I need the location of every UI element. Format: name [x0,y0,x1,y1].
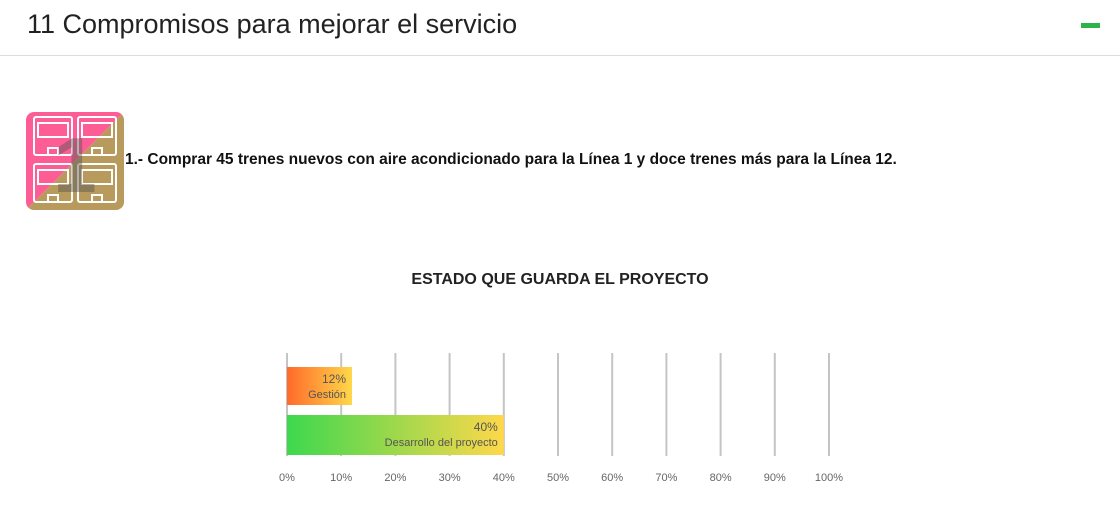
bar-value-label: 12% [322,372,346,386]
bar-desarrollo-del-proyecto [287,415,504,455]
chart-title: ESTADO QUE GUARDA EL PROYECTO [411,271,709,288]
x-tick-label: 60% [601,472,623,484]
bar-category-label: Gestión [308,389,346,401]
commitment-text: 1.- Comprar 45 trenes nuevos con aire ac… [125,151,897,168]
minus-icon[interactable] [1081,23,1100,28]
x-tick-label: 100% [815,472,843,484]
x-tick-label: 20% [384,472,406,484]
x-tick-label: 50% [547,472,569,484]
section-title: 11 Compromisos para mejorar el servicio [27,9,518,39]
x-tick-label: 0% [279,472,295,484]
bar-value-label: 40% [474,420,498,434]
x-tick-label: 40% [493,472,515,484]
trains-icon: 1 [26,112,124,210]
bar-category-label: Desarrollo del proyecto [385,437,498,449]
x-tick-label: 90% [764,472,786,484]
x-tick-label: 80% [710,472,732,484]
bar-gestión [287,367,353,405]
x-tick-label: 10% [330,472,352,484]
svg-text:1: 1 [53,121,96,209]
x-tick-label: 70% [655,472,677,484]
x-tick-label: 30% [439,472,461,484]
section-header: 11 Compromisos para mejorar el servicio [0,0,1120,56]
